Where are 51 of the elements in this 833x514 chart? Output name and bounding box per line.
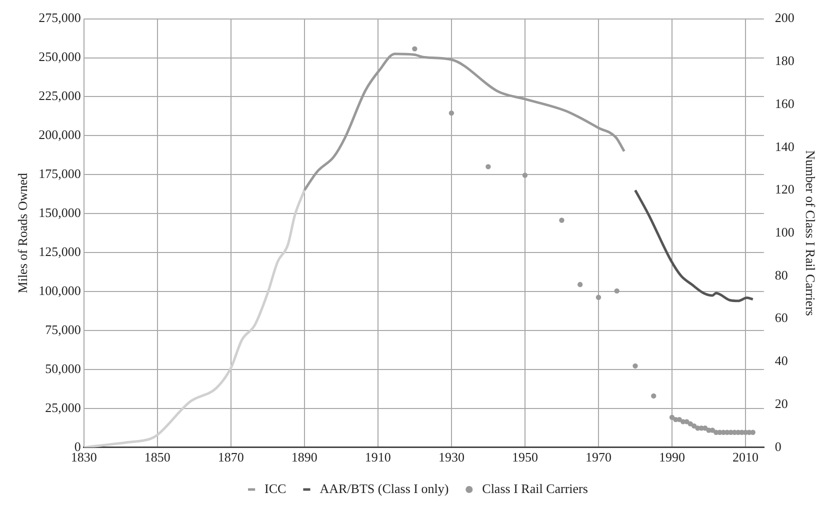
point — [486, 164, 491, 170]
x-tick-label: 1970 — [585, 450, 612, 465]
x-tick-label: 1870 — [218, 450, 244, 465]
y-tick-label: 50,000 — [45, 360, 81, 376]
legend-label: ICC — [264, 480, 286, 496]
y2-tick-label: 120 — [774, 182, 794, 197]
y-tick-label: 25,000 — [45, 400, 81, 415]
y2-axis-title: Number of Class I Rail Carriers — [802, 150, 818, 316]
y2-tick-label: 200 — [774, 10, 794, 26]
y2-tick-label: 180 — [774, 53, 794, 68]
y2-tick-label: 40 — [774, 353, 788, 368]
x-tick-label: 1910 — [364, 450, 391, 465]
y2-tick-label: 160 — [774, 96, 794, 111]
point — [632, 363, 638, 369]
y-tick-label: 275,000 — [38, 10, 81, 26]
point — [522, 172, 528, 178]
y-tick-label: 150,000 — [38, 205, 81, 220]
y-tick-label: 125,000 — [38, 244, 81, 260]
point — [578, 282, 583, 288]
point — [448, 110, 454, 116]
x-tick-label: 2010 — [732, 450, 759, 465]
point — [651, 393, 656, 399]
y-tick-label: 175,000 — [38, 166, 81, 182]
y-axis-title: Miles of Roads Owned — [15, 172, 30, 294]
y-tick-label: 75,000 — [45, 322, 81, 337]
y2-tick-label: 140 — [774, 138, 794, 154]
point — [559, 218, 564, 223]
line-series — [634, 188, 754, 302]
x-tick-label: 1930 — [438, 450, 464, 465]
y2-tick-label: 100 — [774, 224, 794, 240]
y-tick-label: 200,000 — [38, 127, 81, 142]
y2-tick-label: 0 — [774, 438, 782, 454]
y-tick-label: 250,000 — [38, 49, 81, 64]
x-tick-label: 1990 — [659, 450, 685, 465]
point — [412, 46, 418, 52]
point — [596, 294, 602, 300]
y2-tick-label: 20 — [774, 396, 788, 411]
point — [614, 288, 620, 294]
y2-tick-label: 80 — [774, 267, 788, 282]
x-tick-label: 1890 — [291, 450, 318, 465]
y-tick-label: 225,000 — [38, 88, 81, 104]
legend-label: Class I Rail Carriers — [482, 480, 588, 496]
x-tick-label: 1850 — [144, 450, 170, 465]
legend-label: AAR/BTS (Class I only) — [320, 480, 449, 496]
line-series — [84, 188, 306, 448]
line-series — [303, 52, 626, 192]
y-tick-label: 100,000 — [38, 282, 81, 298]
point — [669, 414, 675, 420]
y2-tick-label: 60 — [774, 310, 788, 326]
point — [684, 419, 690, 424]
x-tick-label: 1950 — [512, 450, 538, 465]
